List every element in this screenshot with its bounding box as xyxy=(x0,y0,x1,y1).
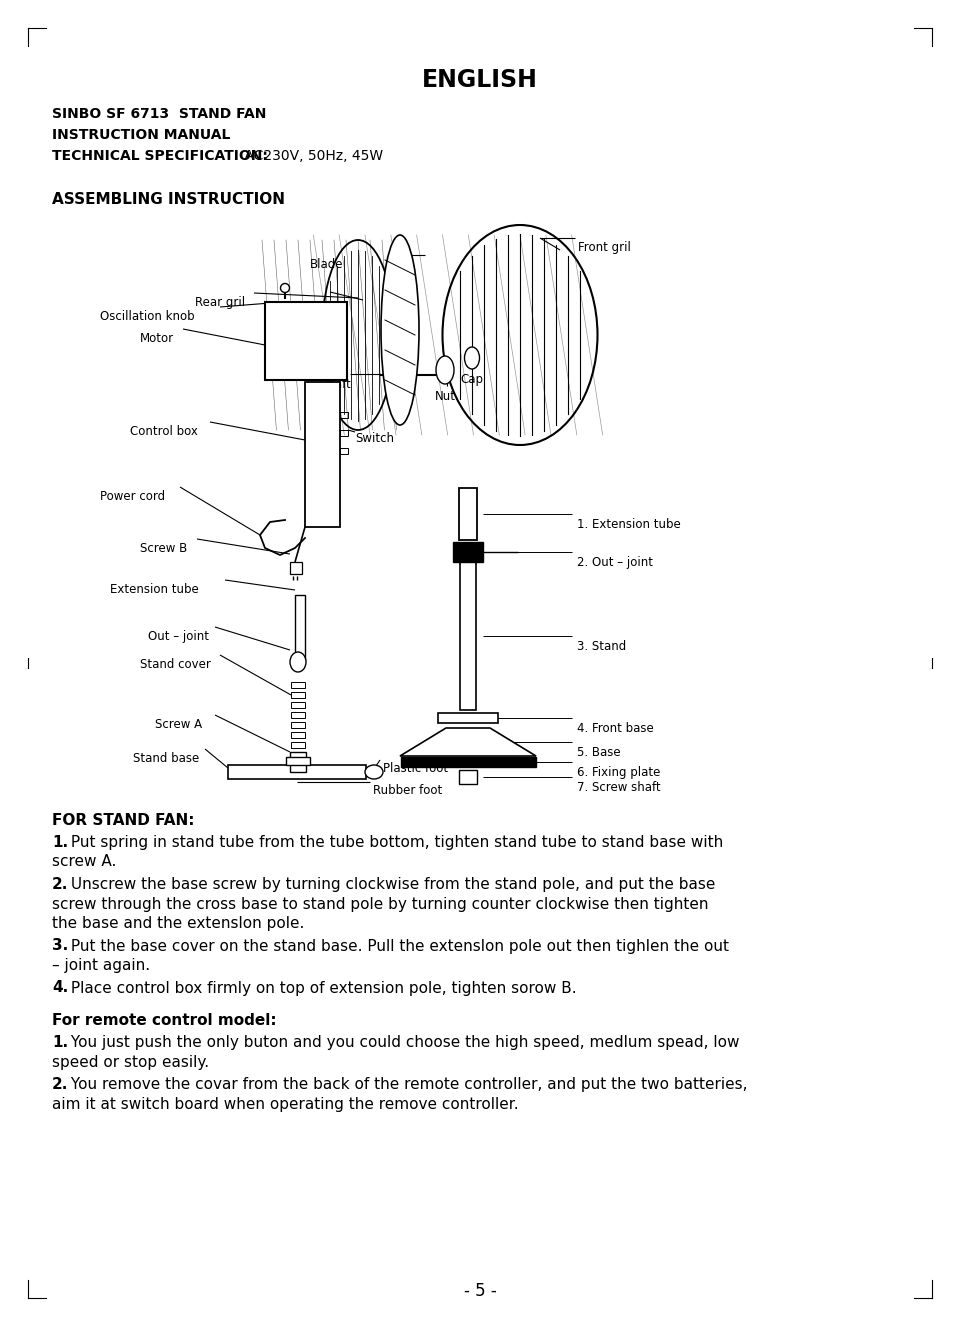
Text: INSTRUCTION MANUAL: INSTRUCTION MANUAL xyxy=(52,129,230,142)
Bar xyxy=(459,770,477,784)
Text: Rubber foot: Rubber foot xyxy=(373,784,443,797)
Text: TECHNICAL SPECIFICATION:: TECHNICAL SPECIFICATION: xyxy=(52,149,268,163)
Text: Put the base cover on the stand base. Pull the extenslon pole out then tighlen t: Put the base cover on the stand base. Pu… xyxy=(66,939,730,953)
Text: 6. Fixing plate: 6. Fixing plate xyxy=(577,766,660,778)
Text: Screw A: Screw A xyxy=(155,717,203,731)
Text: speed or stop easily.: speed or stop easily. xyxy=(52,1054,209,1070)
Text: 2.: 2. xyxy=(52,1077,68,1093)
Text: Stand base: Stand base xyxy=(133,752,200,765)
Ellipse shape xyxy=(381,235,419,426)
Bar xyxy=(290,752,306,772)
Bar xyxy=(290,562,302,574)
Text: 5. Base: 5. Base xyxy=(577,747,620,758)
Text: 4.: 4. xyxy=(52,980,68,996)
Text: Rear gril: Rear gril xyxy=(195,296,245,309)
Ellipse shape xyxy=(290,652,306,672)
Bar xyxy=(291,721,305,728)
Text: You just push the only buton and you could choose the high speed, medlum spead, : You just push the only buton and you cou… xyxy=(66,1036,740,1050)
Ellipse shape xyxy=(443,225,597,446)
Text: 1. Extension tube: 1. Extension tube xyxy=(577,518,681,530)
Text: ASSEMBLING INSTRUCTION: ASSEMBLING INSTRUCTION xyxy=(52,192,285,207)
Text: Front gril: Front gril xyxy=(578,241,631,255)
Text: screw A.: screw A. xyxy=(52,854,116,870)
Bar xyxy=(340,412,348,418)
Text: aim it at switch board when operating the remove controller.: aim it at switch board when operating th… xyxy=(52,1097,518,1111)
Bar xyxy=(228,765,366,778)
Text: You remove the covar from the back of the remote controller, and put the two bat: You remove the covar from the back of th… xyxy=(66,1077,748,1093)
Text: AC230V, 50Hz, 45W: AC230V, 50Hz, 45W xyxy=(240,149,383,163)
Text: 3.: 3. xyxy=(52,939,68,953)
Text: Place control box firmly on top of extension pole, tighten sorow B.: Place control box firmly on top of exten… xyxy=(66,980,577,996)
Bar xyxy=(291,743,305,748)
Bar xyxy=(453,542,483,562)
Bar xyxy=(291,701,305,708)
Text: – joint again.: – joint again. xyxy=(52,957,150,973)
Text: Out – joint: Out – joint xyxy=(148,630,209,643)
Bar xyxy=(305,382,340,526)
Text: 1.: 1. xyxy=(52,835,68,850)
Bar xyxy=(291,682,305,688)
Bar xyxy=(291,692,305,697)
Text: the base and the extenslon pole.: the base and the extenslon pole. xyxy=(52,916,304,931)
Text: Switch: Switch xyxy=(355,432,394,446)
Text: Unscrew the base screw by turning clockwise from the stand pole, and put the bas: Unscrew the base screw by turning clockw… xyxy=(66,876,716,892)
Text: Plastic foot: Plastic foot xyxy=(383,762,448,774)
Text: Motor: Motor xyxy=(140,332,174,345)
Bar xyxy=(291,712,305,717)
Text: Stand cover: Stand cover xyxy=(140,658,211,671)
Text: Control box: Control box xyxy=(130,426,198,438)
Text: ENGLISH: ENGLISH xyxy=(422,68,538,91)
Bar xyxy=(401,757,536,766)
Text: For remote control model:: For remote control model: xyxy=(52,1013,276,1028)
Ellipse shape xyxy=(322,240,394,430)
Text: Extension tube: Extension tube xyxy=(110,583,199,595)
Bar xyxy=(460,562,476,709)
Text: 1.: 1. xyxy=(52,1036,68,1050)
Text: Power cord: Power cord xyxy=(100,491,165,503)
Ellipse shape xyxy=(280,284,290,293)
Bar xyxy=(438,713,498,723)
Text: Cap: Cap xyxy=(460,373,483,386)
Text: screw through the cross base to stand pole by turning counter clockwise then tig: screw through the cross base to stand po… xyxy=(52,896,708,911)
Text: Oscillation knob: Oscillation knob xyxy=(100,310,195,324)
Text: 2. Out – joint: 2. Out – joint xyxy=(577,556,653,569)
Bar xyxy=(459,488,477,540)
Text: Nut: Nut xyxy=(435,390,456,403)
Bar xyxy=(265,302,347,381)
Text: FOR STAND FAN:: FOR STAND FAN: xyxy=(52,813,195,827)
Text: Screw B: Screw B xyxy=(140,542,187,556)
Bar xyxy=(295,595,305,660)
Bar xyxy=(286,757,310,765)
Text: Put spring in stand tube from the tube bottom, tighten stand tube to stand base : Put spring in stand tube from the tube b… xyxy=(66,835,724,850)
Text: Blade: Blade xyxy=(310,259,344,271)
Bar xyxy=(340,448,348,453)
Bar xyxy=(340,430,348,436)
Ellipse shape xyxy=(436,355,454,385)
Bar xyxy=(291,732,305,739)
Text: 3. Stand: 3. Stand xyxy=(577,640,626,652)
Text: 4. Front base: 4. Front base xyxy=(577,721,654,735)
Text: 7. Screw shaft: 7. Screw shaft xyxy=(577,781,660,794)
Text: - 5 -: - 5 - xyxy=(464,1282,496,1299)
Text: Shaft: Shaft xyxy=(320,378,350,391)
Polygon shape xyxy=(400,728,536,756)
Text: 2.: 2. xyxy=(52,876,68,892)
Ellipse shape xyxy=(465,347,479,369)
Ellipse shape xyxy=(365,765,383,778)
Text: SINBO SF 6713  STAND FAN: SINBO SF 6713 STAND FAN xyxy=(52,107,266,121)
